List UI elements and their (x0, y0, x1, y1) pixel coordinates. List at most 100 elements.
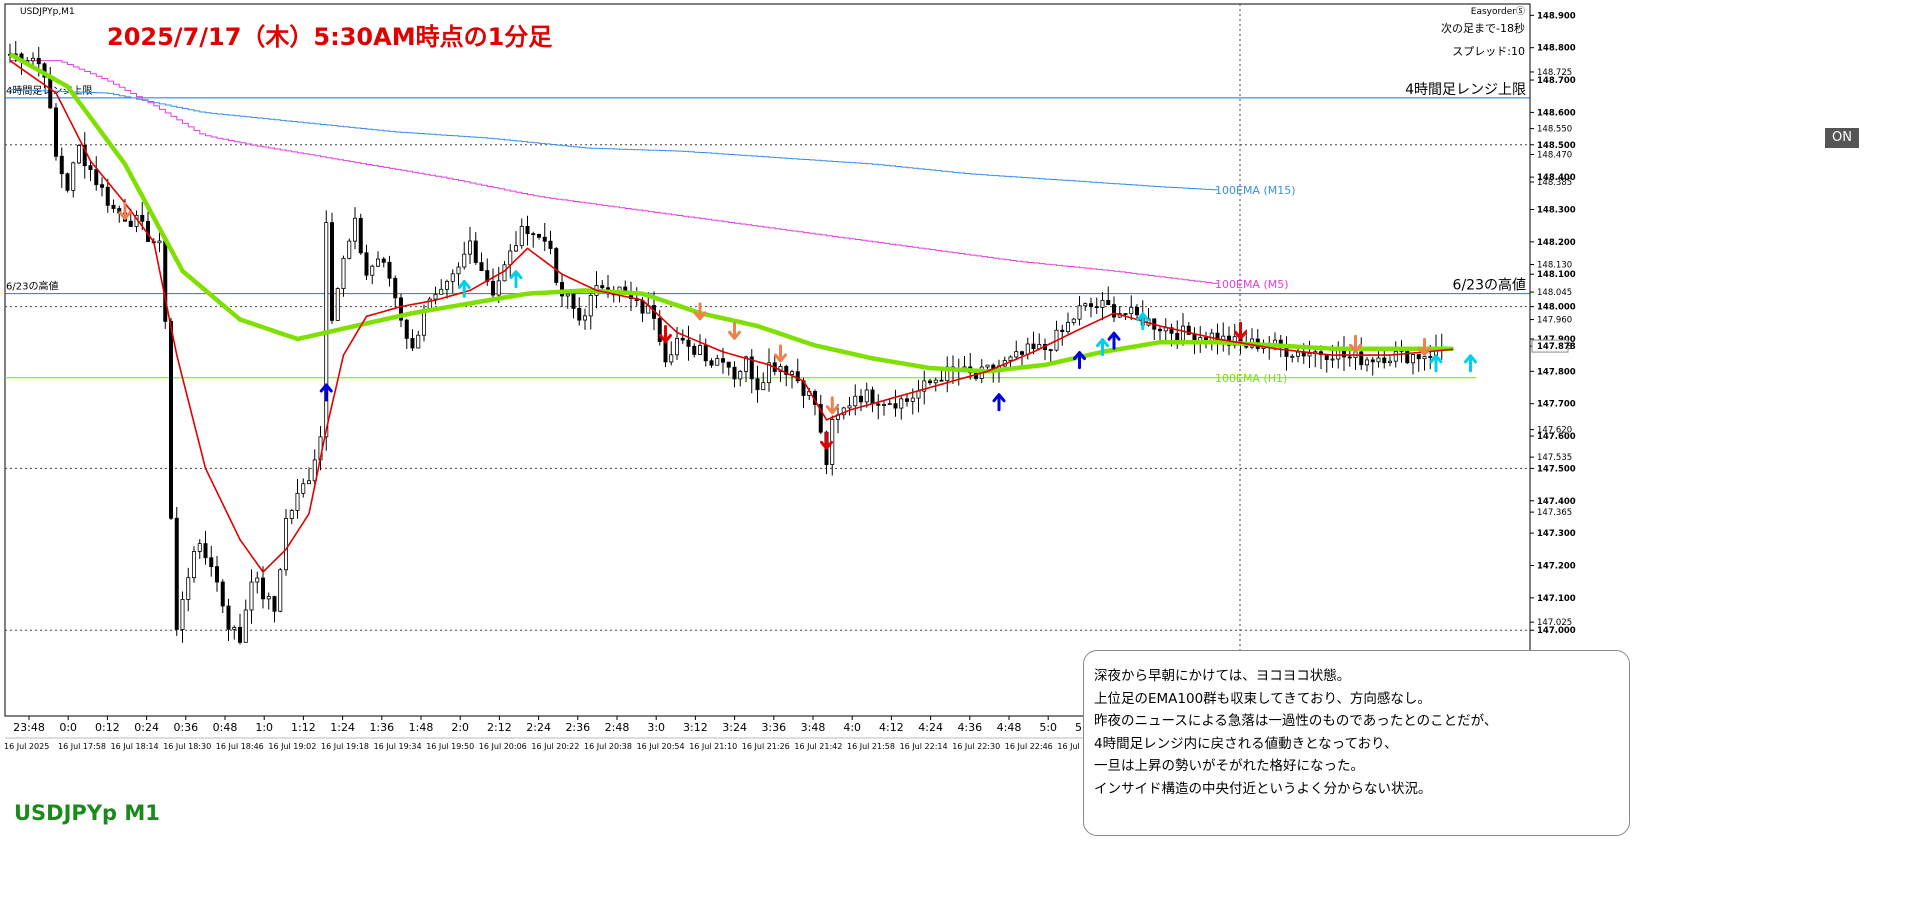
candle[interactable] (410, 329, 415, 351)
candle[interactable] (1083, 302, 1088, 311)
candle[interactable] (375, 251, 380, 268)
candle[interactable] (404, 318, 409, 349)
candle[interactable] (715, 354, 720, 366)
candle[interactable] (1071, 317, 1076, 326)
candle[interactable] (1089, 297, 1094, 318)
on-toggle-button[interactable]: ON (1825, 128, 1859, 148)
candle[interactable] (94, 156, 99, 191)
candle[interactable] (197, 539, 202, 559)
candle[interactable] (249, 569, 254, 624)
candle[interactable] (588, 292, 593, 330)
candle[interactable] (554, 246, 559, 286)
candle[interactable] (1077, 296, 1082, 326)
candle[interactable] (111, 199, 116, 213)
candle[interactable] (232, 625, 237, 640)
candle[interactable] (157, 230, 162, 253)
candle[interactable] (243, 599, 248, 643)
candle[interactable] (531, 231, 536, 248)
candle[interactable] (703, 338, 708, 367)
candle[interactable] (1382, 350, 1387, 369)
candle[interactable] (928, 378, 933, 386)
candle[interactable] (899, 395, 904, 420)
candle[interactable] (335, 287, 340, 321)
candle[interactable] (761, 372, 766, 391)
candle[interactable] (341, 255, 346, 297)
candle[interactable] (220, 579, 225, 614)
candle[interactable] (54, 103, 59, 161)
candle[interactable] (444, 279, 449, 299)
candle[interactable] (577, 297, 582, 326)
candle[interactable] (174, 506, 179, 636)
candle[interactable] (168, 317, 173, 521)
candle[interactable] (882, 400, 887, 416)
candle[interactable] (1106, 286, 1111, 306)
candle[interactable] (278, 567, 283, 613)
candle[interactable] (272, 595, 277, 623)
candle[interactable] (709, 358, 714, 368)
candle[interactable] (467, 226, 472, 264)
candle[interactable] (82, 132, 87, 179)
candle[interactable] (105, 178, 110, 213)
candle[interactable] (525, 215, 530, 246)
candle[interactable] (1094, 297, 1099, 315)
candle[interactable] (853, 384, 858, 416)
candle[interactable] (767, 348, 772, 392)
candle[interactable] (71, 161, 76, 198)
candle[interactable] (191, 546, 196, 583)
candle[interactable] (209, 545, 214, 577)
candle[interactable] (939, 369, 944, 382)
candle[interactable] (795, 358, 800, 384)
candle[interactable] (1416, 354, 1421, 372)
candle[interactable] (1370, 356, 1375, 376)
candle[interactable] (548, 230, 553, 255)
candle[interactable] (749, 349, 754, 394)
candle[interactable] (887, 399, 892, 406)
candle[interactable] (59, 147, 64, 188)
candle[interactable] (692, 343, 697, 358)
candle[interactable] (922, 370, 927, 405)
candle[interactable] (1388, 356, 1393, 367)
candle[interactable] (784, 364, 789, 387)
candle[interactable] (347, 238, 352, 260)
candle[interactable] (30, 52, 35, 66)
candle[interactable] (686, 325, 691, 361)
candle[interactable] (1290, 354, 1295, 363)
candle[interactable] (186, 567, 191, 612)
candle[interactable] (283, 508, 288, 576)
candle[interactable] (289, 508, 294, 525)
candle[interactable] (1031, 331, 1036, 355)
candle[interactable] (226, 598, 231, 641)
candle[interactable] (456, 262, 461, 286)
candle[interactable] (295, 478, 300, 519)
candle[interactable] (88, 159, 93, 182)
candle[interactable] (364, 244, 369, 281)
candle[interactable] (1048, 348, 1053, 364)
candle[interactable] (864, 382, 869, 408)
candle[interactable] (571, 293, 576, 319)
candle[interactable] (600, 280, 605, 290)
candle[interactable] (790, 369, 795, 389)
candle[interactable] (876, 394, 881, 420)
candle[interactable] (381, 256, 386, 268)
candle[interactable] (393, 275, 398, 308)
candle[interactable] (462, 241, 467, 270)
candle[interactable] (669, 341, 674, 366)
candle[interactable] (1014, 340, 1019, 360)
candle[interactable] (738, 369, 743, 387)
candle[interactable] (933, 377, 938, 392)
candle[interactable] (479, 252, 484, 272)
candle[interactable] (260, 566, 265, 609)
candle[interactable] (732, 361, 737, 388)
candle[interactable] (1135, 304, 1140, 319)
candle[interactable] (237, 613, 242, 645)
candle[interactable] (519, 218, 524, 249)
candle[interactable] (755, 365, 760, 403)
candle[interactable] (398, 293, 403, 328)
candle[interactable] (255, 571, 260, 594)
candle[interactable] (77, 144, 82, 165)
candle[interactable] (100, 177, 105, 197)
candle[interactable] (905, 394, 910, 407)
candle[interactable] (744, 355, 749, 383)
candle[interactable] (450, 269, 455, 294)
